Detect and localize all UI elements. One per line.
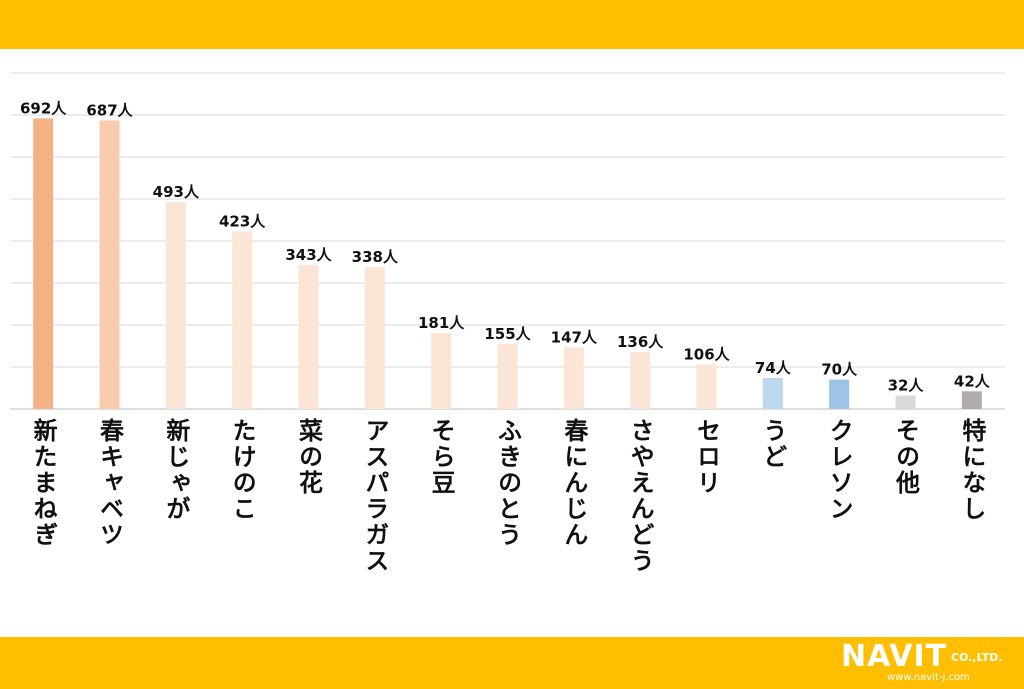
category-label: うど [758,418,787,470]
bar [232,231,253,409]
data-label: 181人 [418,314,465,332]
logo-url: www.navit-j.com [887,672,970,683]
bar [431,332,452,409]
data-label: 423人 [219,212,266,230]
bar [364,267,385,409]
bar [630,351,651,409]
bar [298,264,319,409]
bar [563,347,584,409]
category-label: クレソン [825,418,854,522]
data-label: 136人 [617,333,664,351]
bar [961,391,982,409]
data-label: 343人 [285,246,332,264]
data-label: 687人 [86,101,133,119]
category-label: 新たまねぎ [29,418,58,548]
category-label: そら豆 [427,418,456,496]
navit-logo: NAVIT CO.,LTD. www.navit-j.com [841,642,1016,686]
data-label: 32人 [888,377,925,395]
category-label: 菜の花 [294,418,323,496]
logo-company-suffix: CO.,LTD. [951,651,1003,664]
category-label: さやえんどう [626,418,655,574]
category-label: 春にんじん [559,418,588,548]
category-label: アスパラガス [360,418,389,574]
bar [33,118,54,410]
data-label: 147人 [551,328,598,346]
bar [99,120,120,410]
category-label: 特になし [957,418,986,522]
bar [762,377,783,409]
bar [497,343,518,409]
category-label: ふきのとう [493,418,522,548]
data-label: 338人 [352,248,399,266]
data-label: 106人 [683,345,730,363]
data-label: 493人 [153,183,200,201]
bar [165,201,186,409]
category-label: 新じゃが [161,418,190,522]
bar [696,364,717,409]
category-label: たけのこ [228,418,257,522]
bar [895,395,916,409]
category-label: セロリ [692,418,721,496]
bottom-banner [0,637,1024,689]
category-label: その他 [891,418,920,496]
top-banner [0,0,1024,49]
data-label: 42人 [954,372,991,390]
data-label: 692人 [20,99,67,117]
bar [829,379,850,409]
data-label: 74人 [755,359,792,377]
data-label: 155人 [484,325,531,343]
category-label: 春キャベツ [95,418,124,548]
data-label: 70人 [821,361,858,379]
logo-text: NAVIT [841,639,948,674]
